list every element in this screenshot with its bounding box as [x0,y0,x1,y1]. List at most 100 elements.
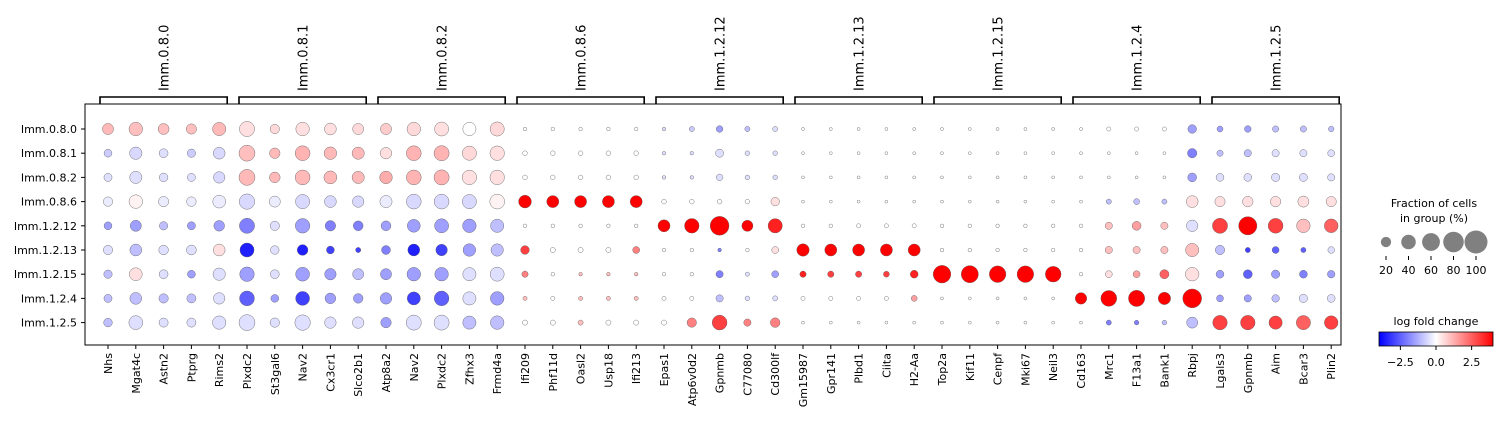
dot [1271,172,1281,182]
dot [715,270,724,279]
dot [939,223,945,228]
dot [1051,247,1056,253]
gene-label: Nav2 [297,353,310,381]
dot [462,218,477,233]
dot [407,243,420,257]
dot [884,320,889,325]
dot [801,127,805,131]
dot [1100,290,1117,307]
dot [324,122,337,136]
dot [1215,270,1225,279]
gene-label: Epas1 [658,353,671,386]
row-label: Imm.1.2.4 [21,292,77,305]
dot [1023,151,1028,155]
dot [130,220,142,232]
dot [661,319,667,326]
dot [1134,320,1140,326]
dot [801,320,805,325]
dot [689,247,694,253]
dot [1104,221,1113,230]
dot [239,121,255,137]
dot [910,270,919,279]
dot [1134,126,1139,132]
dot [103,221,113,230]
dot [269,124,280,134]
dot [856,151,861,155]
dot [995,199,1000,204]
gene-label: Aim [1270,353,1283,374]
dot [1328,126,1335,132]
dot [213,147,226,160]
dot [1023,247,1028,253]
dot [1160,221,1169,230]
dot [940,296,944,301]
dot [856,223,861,229]
dot [661,126,667,132]
gene-label: Ifi213 [630,353,643,384]
dot [1267,218,1284,234]
dot [522,126,528,132]
dot [489,193,505,210]
dot [434,218,449,234]
dot [1268,315,1283,330]
dot [522,223,528,228]
dot [995,296,1000,301]
dot [212,315,227,330]
dot [406,314,422,331]
dot [1327,270,1336,279]
dot [295,121,310,137]
dot [772,126,778,132]
colorbar [1378,331,1494,347]
dot [550,319,556,326]
dot [968,320,972,325]
dot [186,293,197,304]
dot [1159,269,1170,279]
dot [1271,149,1280,158]
dot [912,320,916,325]
dot [269,147,281,159]
dot [462,243,476,257]
dot [799,270,807,278]
dot [743,318,752,327]
dot [767,218,783,234]
dot [351,146,365,160]
dot [829,175,833,180]
dot [1296,315,1311,330]
dot [715,148,724,158]
dot [771,246,779,254]
group-label: Imm.0.8.0 [158,25,173,91]
group-bracket [99,96,228,104]
dot [1128,290,1145,307]
group-bracket [238,96,367,104]
dot [716,125,724,133]
dot [995,151,1000,155]
dot [1299,173,1308,182]
dot [1023,199,1028,204]
gene-label: Plxdc2 [436,353,449,389]
gene-label: Mrc1 [1103,353,1116,380]
dot [1186,195,1199,208]
dot [1216,149,1224,157]
size-legend-dot [1422,233,1440,251]
dot [380,317,392,329]
dot [518,195,532,209]
dot [1104,246,1113,254]
size-legend-dot [1443,231,1464,253]
dot [661,199,667,205]
dot [522,296,528,301]
dot [606,223,611,228]
dot [406,145,422,161]
dot [995,320,1000,325]
row-label: Imm.0.8.6 [21,196,77,209]
dot [933,265,951,284]
dot [550,150,556,156]
dot [770,317,781,328]
dot [1324,218,1339,233]
dot [1215,173,1225,182]
dot [294,169,311,186]
dot [1212,218,1228,234]
dot [772,174,778,180]
dot [715,294,724,303]
dot [129,292,142,305]
dot [1216,125,1224,133]
